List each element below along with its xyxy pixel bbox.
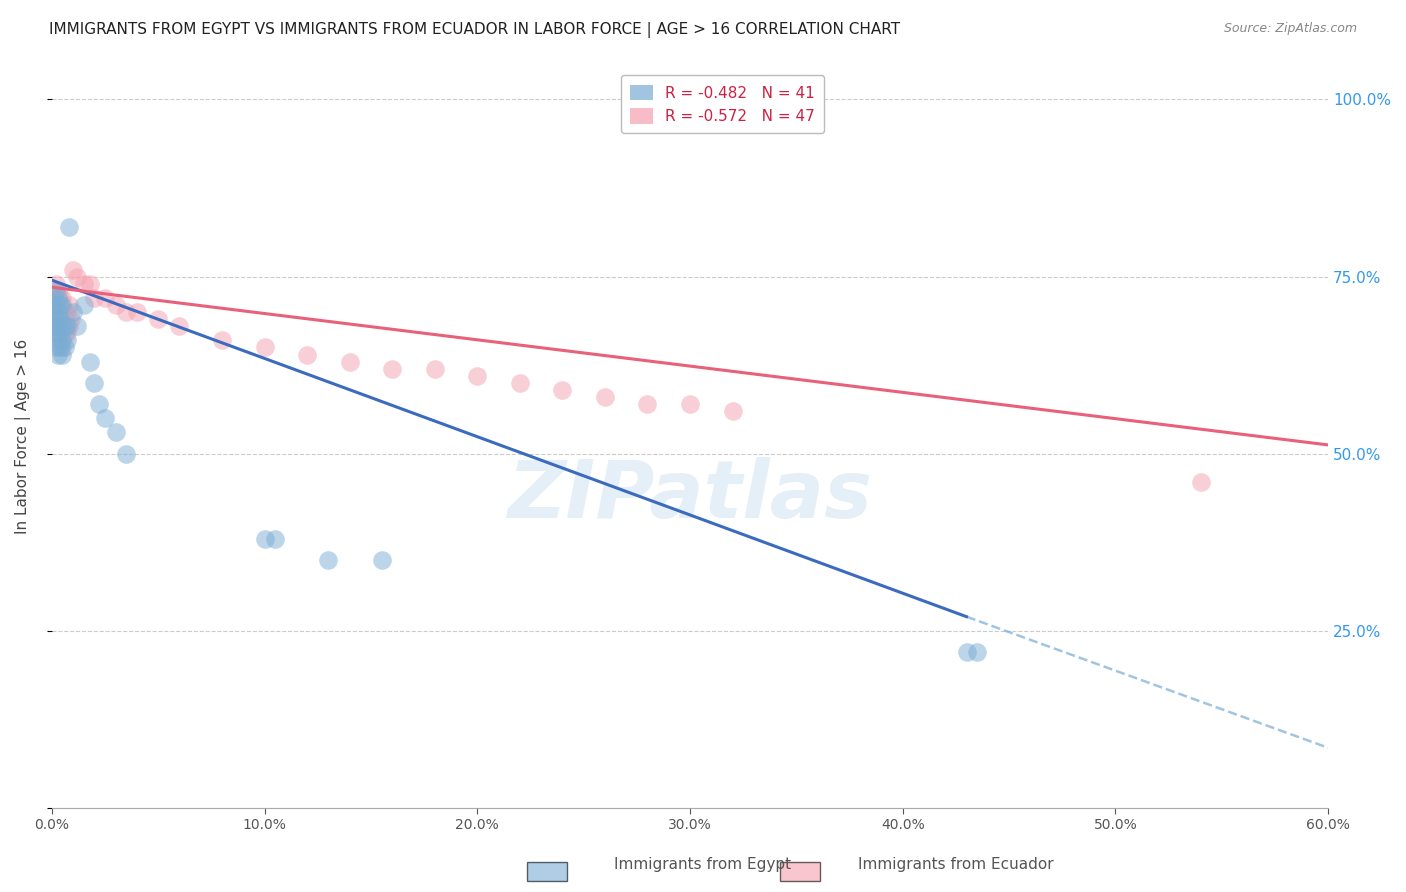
Point (104, 425, 127, 440)
Point (51, 341, 73, 355)
Point (51, 319, 73, 334)
Point (104, 298, 127, 312)
Point (45, 326, 67, 341)
Point (1189, 475, 1212, 489)
Point (465, 368, 488, 383)
Point (253, 341, 276, 355)
Point (721, 404, 744, 418)
Point (125, 305, 148, 319)
Point (45, 341, 67, 355)
Point (51, 347, 73, 361)
Point (53, 341, 76, 355)
Y-axis label: In Labor Force | Age > 16: In Labor Force | Age > 16 (15, 338, 31, 533)
Point (318, 553, 340, 567)
Point (423, 361, 446, 376)
Point (83, 291, 105, 305)
Point (370, 553, 392, 567)
Point (49, 291, 72, 305)
Point (169, 319, 191, 334)
Point (66, 269, 89, 284)
Point (339, 354, 361, 368)
Point (46, 334, 69, 348)
Legend: R = -0.482   N = 41, R = -0.572   N = 47: R = -0.482 N = 41, R = -0.572 N = 47 (621, 76, 824, 134)
Point (593, 390, 616, 404)
Point (58, 298, 80, 312)
Point (253, 532, 276, 546)
Point (49, 326, 72, 341)
Point (79, 277, 101, 291)
Point (45, 312, 67, 326)
Point (45, 298, 67, 312)
Point (51, 334, 73, 348)
Point (551, 383, 574, 397)
Point (51, 298, 73, 312)
Point (381, 361, 404, 376)
Point (45, 319, 67, 334)
Point (45, 284, 67, 298)
Point (53, 326, 76, 341)
Text: Immigrants from Ecuador: Immigrants from Ecuador (858, 857, 1054, 872)
Point (264, 532, 287, 546)
Point (83, 376, 105, 390)
Text: Immigrants from Egypt: Immigrants from Egypt (614, 857, 792, 872)
Point (73, 298, 96, 312)
Point (49, 312, 72, 326)
Point (45, 277, 67, 291)
Point (295, 347, 318, 361)
Text: ZIPatlas: ZIPatlas (508, 457, 873, 534)
Point (87, 397, 110, 411)
Point (94, 411, 117, 425)
Text: Source: ZipAtlas.com: Source: ZipAtlas.com (1223, 22, 1357, 36)
Point (46, 347, 69, 361)
Point (62, 262, 84, 277)
Point (46, 291, 69, 305)
Point (955, 645, 977, 659)
Point (62, 305, 84, 319)
Point (58, 220, 80, 235)
Point (45, 298, 67, 312)
Point (1360, 433, 1382, 447)
Point (94, 291, 117, 305)
Point (58, 319, 80, 334)
Point (636, 397, 658, 411)
Point (211, 334, 233, 348)
Point (51, 319, 73, 334)
Point (53, 319, 76, 334)
Point (509, 376, 531, 390)
Point (53, 305, 76, 319)
Point (42, 284, 65, 298)
Point (115, 305, 138, 319)
Point (51, 291, 73, 305)
Point (46, 305, 69, 319)
Point (55, 319, 77, 334)
Point (42, 312, 65, 326)
Point (55, 334, 77, 348)
Point (679, 397, 702, 411)
Point (46, 305, 69, 319)
Point (46, 319, 69, 334)
Point (55, 326, 77, 341)
Point (46, 326, 69, 341)
Point (73, 277, 96, 291)
Point (49, 334, 72, 348)
Point (966, 645, 988, 659)
Point (115, 447, 138, 461)
Text: IMMIGRANTS FROM EGYPT VS IMMIGRANTS FROM ECUADOR IN LABOR FORCE | AGE > 16 CORRE: IMMIGRANTS FROM EGYPT VS IMMIGRANTS FROM… (49, 22, 900, 38)
Point (42, 305, 65, 319)
Point (42, 319, 65, 334)
Point (42, 291, 65, 305)
Point (55, 305, 77, 319)
Point (66, 319, 89, 334)
Point (148, 312, 170, 326)
Point (49, 298, 72, 312)
Point (59, 312, 82, 326)
Point (49, 312, 72, 326)
Point (79, 354, 101, 368)
Point (49, 341, 72, 355)
Point (46, 284, 69, 298)
